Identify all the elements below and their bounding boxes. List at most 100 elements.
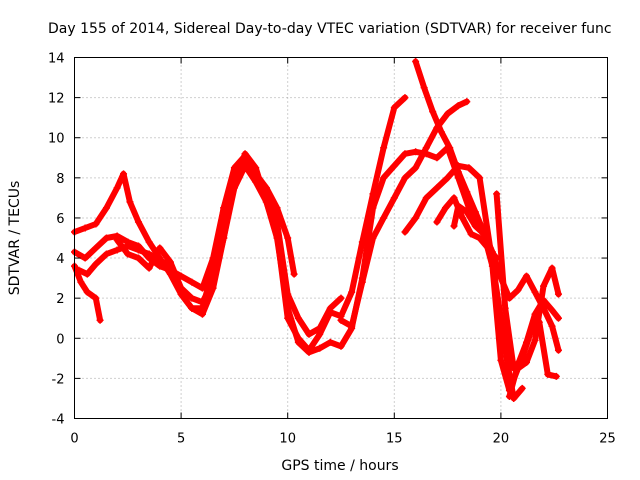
data-point-marker [348, 322, 356, 330]
data-point-marker [337, 342, 345, 350]
data-point-marker [81, 254, 89, 262]
data-point-marker [284, 314, 292, 322]
data-point-marker [514, 286, 522, 294]
chart-title: Day 155 of 2014, Sidereal Day-to-day VTE… [48, 21, 612, 37]
data-point-marker [503, 358, 511, 366]
data-point-marker [454, 168, 462, 176]
data-point-marker [444, 110, 452, 118]
data-point-marker [156, 256, 164, 264]
data-point-marker [465, 164, 473, 172]
data-point-marker [113, 246, 121, 254]
x-tick-label: 0 [70, 432, 78, 447]
y-tick-label: 12 [48, 92, 65, 107]
data-point-marker [316, 344, 324, 352]
data-point-marker [429, 108, 437, 116]
data-point-marker [412, 214, 420, 222]
y-tick-label: 4 [56, 252, 64, 267]
data-point-marker [390, 194, 398, 202]
data-point-marker [290, 270, 298, 278]
data-point-marker [463, 208, 471, 216]
data-point-marker [134, 246, 142, 254]
series-line-track-12 [433, 194, 500, 262]
data-point-marker [209, 278, 217, 286]
data-point-marker [273, 230, 281, 238]
y-axis-label: SDTVAR / TECUs [7, 181, 23, 296]
data-point-marker [390, 162, 398, 170]
data-point-marker [540, 296, 548, 304]
data-point-marker [548, 322, 556, 330]
data-point-marker [514, 360, 522, 368]
data-point-marker [380, 214, 388, 222]
data-point-marker [484, 244, 492, 252]
data-point-marker [262, 198, 270, 206]
data-point-marker [358, 238, 366, 246]
axis-ticks: 0 5 10 15 20 25 -4 -2 0 2 4 6 8 10 12 14 [48, 52, 616, 447]
data-point-marker [294, 334, 302, 342]
x-axis-label: GPS time / hours [281, 458, 398, 474]
data-point-marker [505, 392, 513, 400]
data-point-marker [145, 264, 153, 272]
data-point-marker [337, 316, 345, 324]
data-point-marker [471, 222, 479, 230]
data-point-marker [422, 144, 430, 152]
data-point-marker [369, 234, 377, 242]
data-point-marker [444, 174, 452, 182]
y-tick-label: 0 [56, 332, 64, 347]
data-point-marker [188, 304, 196, 312]
data-point-marker [102, 234, 110, 242]
data-point-marker [358, 278, 366, 286]
data-point-marker [412, 58, 420, 66]
data-point-marker [156, 262, 164, 270]
data-point-marker [433, 218, 441, 226]
y-tick-label: -4 [52, 413, 65, 428]
data-point-marker [476, 174, 484, 182]
data-point-marker [540, 282, 548, 290]
data-point-marker [412, 164, 420, 172]
data-point-marker [83, 270, 91, 278]
data-point-marker [124, 250, 132, 258]
data-point-marker [441, 204, 449, 212]
data-point-marker [284, 234, 292, 242]
data-point-marker [220, 234, 228, 242]
data-point-marker [92, 244, 100, 252]
data-point-marker [294, 314, 302, 322]
x-tick-label: 25 [599, 432, 616, 447]
data-point-marker [450, 194, 458, 202]
data-point-marker [326, 338, 334, 346]
data-point-marker [198, 298, 206, 306]
data-point-marker [531, 336, 539, 344]
data-point-marker [198, 284, 206, 292]
series-line-track-5 [114, 94, 408, 354]
data-point-marker [476, 234, 484, 242]
plot-frame [74, 57, 608, 419]
data-point-marker [230, 184, 238, 192]
data-point-marker [390, 104, 398, 112]
data-point-marker [92, 260, 100, 268]
data-point-marker [326, 308, 334, 316]
data-point-marker [145, 238, 153, 246]
data-point-marker [401, 174, 409, 182]
data-point-marker [102, 204, 110, 212]
data-point-marker [305, 330, 313, 338]
data-point-marker [518, 384, 526, 392]
data-point-marker [433, 184, 441, 192]
data-point-marker [92, 294, 100, 302]
x-tick-label: 5 [177, 432, 185, 447]
data-point-marker [446, 144, 454, 152]
data-point-marker [450, 222, 458, 230]
data-point-marker [220, 204, 228, 212]
data-point-marker [348, 288, 356, 296]
y-tick-label: -2 [52, 372, 65, 387]
data-point-marker [433, 154, 441, 162]
data-point-marker [81, 224, 89, 232]
data-point-marker [493, 254, 501, 262]
data-point-marker [467, 230, 475, 238]
data-point-marker [548, 306, 556, 314]
data-point-marker [554, 346, 562, 354]
data-point-marker [548, 264, 556, 272]
data-point-marker [380, 144, 388, 152]
data-point-marker [420, 84, 428, 92]
data-point-marker [463, 98, 471, 106]
data-point-marker [83, 288, 91, 296]
